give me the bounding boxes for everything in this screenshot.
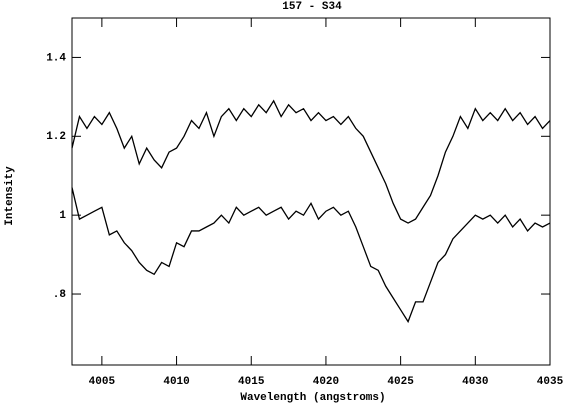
y-tick-label: .8 (53, 289, 67, 301)
x-tick-label: 4020 (313, 376, 339, 388)
y-tick-label: 1 (59, 210, 66, 222)
y-axis-label: Intensity (4, 166, 16, 226)
x-tick-label: 4035 (537, 376, 564, 388)
y-tick-label: 1.2 (46, 131, 66, 143)
x-tick-label: 4025 (387, 376, 414, 388)
spectrum-line (71, 187, 551, 324)
y-tick-label: 1.4 (46, 52, 66, 64)
x-tick-label: 4015 (238, 376, 265, 388)
x-tick-label: 4010 (163, 376, 189, 388)
x-axis-label: Wavelength (angstroms) (240, 392, 385, 404)
x-tick-label: 4005 (89, 376, 116, 388)
x-tick-label: 4030 (462, 376, 488, 388)
spectrum-line (71, 99, 551, 224)
chart-title: 157 - S34 (282, 1, 342, 13)
plot-frame (71, 17, 551, 366)
